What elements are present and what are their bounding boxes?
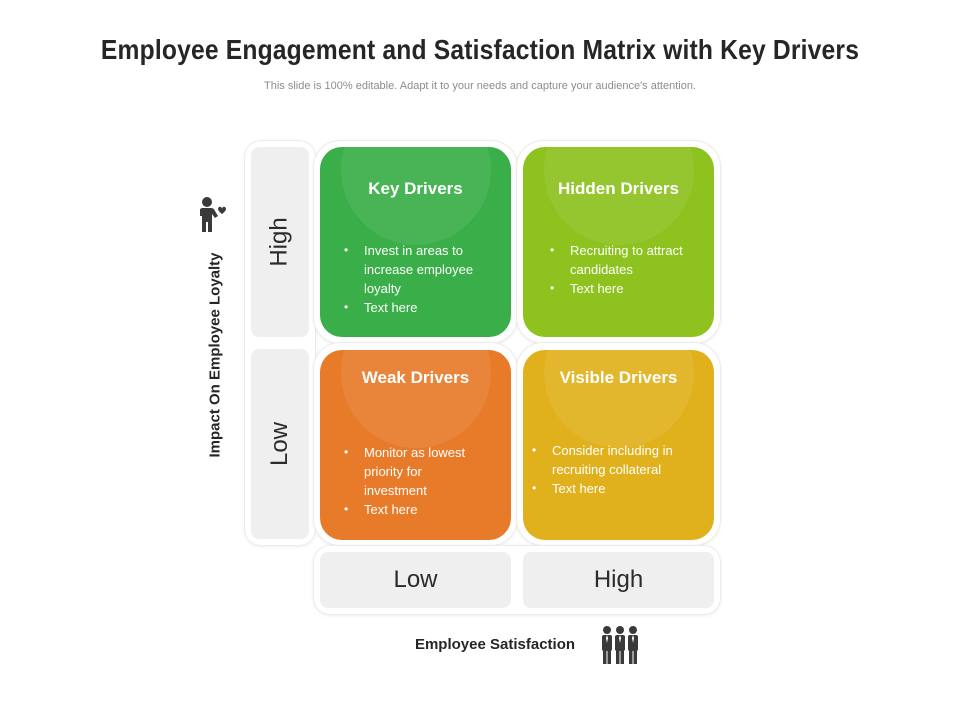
bullet-item: Text here: [532, 479, 697, 498]
quadrant-bullets: Invest in areas to increase employee loy…: [344, 241, 494, 317]
bullet-item: Recruiting to attract candidates: [550, 241, 700, 279]
x-axis-frame: Low High: [314, 546, 720, 614]
quadrant-title: Hidden Drivers: [558, 179, 679, 198]
quadrant-title: Key Drivers: [368, 179, 463, 198]
quadrant-bullets: Recruiting to attract candidates Text he…: [550, 241, 700, 298]
bullet-item: Text here: [344, 500, 474, 519]
quadrant-bullets: Consider including in recruiting collate…: [532, 441, 697, 498]
bullet-item: Consider including in recruiting collate…: [532, 441, 697, 479]
quadrant-bullets: Monitor as lowest priority for investmen…: [344, 443, 474, 519]
bullet-item: Text here: [344, 298, 494, 317]
x-axis-high-label: High: [593, 566, 644, 593]
quadrant-key-drivers: Key Drivers Invest in areas to increase …: [320, 147, 511, 337]
y-axis-label: Impact On Employee Loyalty: [206, 252, 224, 458]
bullet-item: Monitor as lowest priority for investmen…: [344, 443, 474, 500]
quadrant-title: Visible Drivers: [559, 368, 678, 387]
quadrant-title: Weak Drivers: [361, 368, 470, 387]
y-axis-low-box: Low: [251, 349, 309, 539]
page-subtitle: This slide is 100% editable. Adapt it to…: [264, 80, 696, 92]
quadrant-weak-drivers: Weak Drivers Monitor as lowest priority …: [320, 350, 511, 540]
person-heart-icon: [198, 196, 230, 232]
bullet-item: Text here: [550, 279, 700, 298]
x-axis-label: Employee Satisfaction: [414, 636, 576, 653]
quadrant-visible-drivers: Visible Drivers Consider including in re…: [523, 350, 714, 540]
quadrant-hidden-drivers: Hidden Drivers Recruiting to attract can…: [523, 147, 714, 337]
x-axis-low-label: Low: [393, 566, 438, 593]
y-axis-high-box: High: [251, 147, 309, 337]
group-people-icon: [600, 625, 640, 665]
x-axis-low-box: Low: [320, 552, 511, 608]
y-axis-low-label: Low: [266, 421, 293, 467]
page-title: Employee Engagement and Satisfaction Mat…: [100, 34, 860, 65]
y-axis-high-label: High: [265, 217, 293, 267]
y-axis-frame: High Low: [245, 141, 315, 545]
x-axis-high-box: High: [523, 552, 714, 608]
bullet-item: Invest in areas to increase employee loy…: [344, 241, 494, 298]
